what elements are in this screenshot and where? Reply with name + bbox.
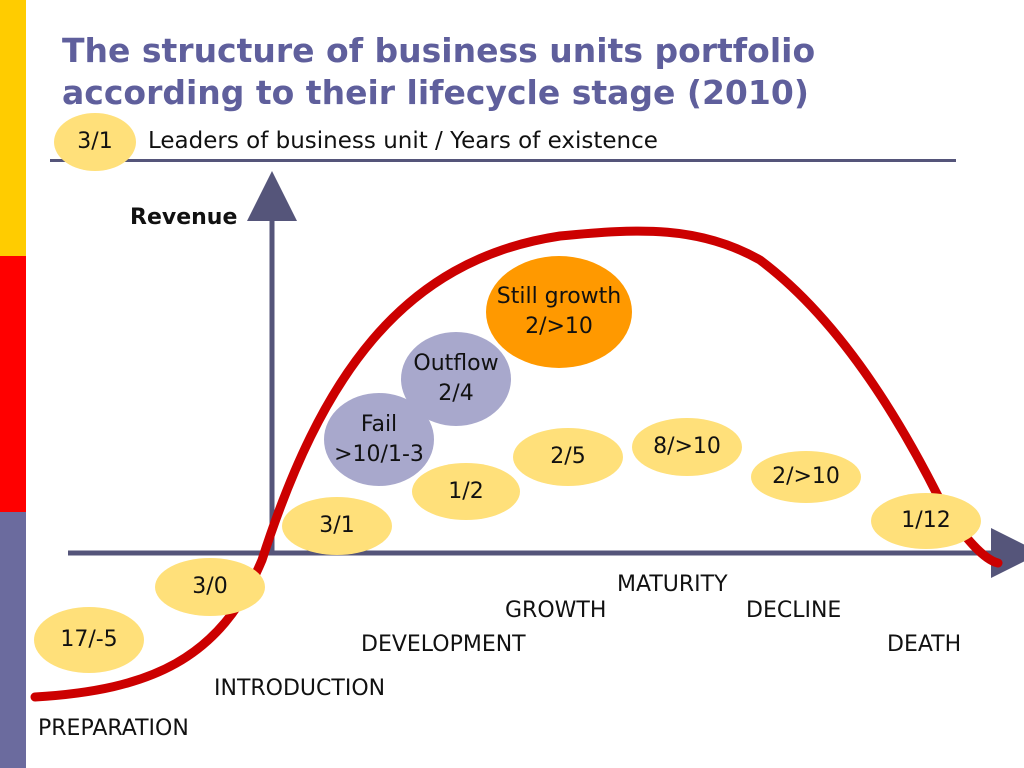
bubble-preparation: 17/-5	[34, 607, 144, 673]
slide-title: The structure of business units portfoli…	[62, 31, 816, 112]
legend-text: Leaders of business unit / Years of exis…	[148, 128, 658, 154]
bubble-fail: Fail >10/1-3	[324, 393, 434, 486]
still-growth-label: Still growth	[496, 284, 622, 309]
stage-maturity: MATURITY	[617, 572, 728, 597]
bubble-still-growth: Still growth 2/>10	[486, 256, 632, 368]
legend-sample-bubble: 3/1	[54, 113, 136, 171]
decor-stripe-purple	[0, 512, 26, 768]
bubble-death: 1/12	[871, 493, 981, 549]
outflow-label: Outflow	[413, 351, 499, 376]
bubble-development: 1/2	[412, 463, 520, 520]
fail-label: Fail	[360, 411, 398, 437]
decor-stripe-red	[0, 256, 26, 512]
y-axis-label: Revenue	[130, 205, 238, 230]
outflow-value: 2/4	[438, 381, 474, 406]
still-growth-value: 2/>10	[525, 314, 593, 339]
stage-development: DEVELOPMENT	[361, 632, 526, 657]
bubble-introduction: 3/0	[155, 558, 265, 616]
decor-stripe-yellow	[0, 0, 26, 256]
stage-preparation: PREPARATION	[38, 716, 189, 741]
bubble-development-start: 3/1	[282, 497, 392, 555]
stage-death: DEATH	[887, 632, 962, 657]
legend-divider	[50, 159, 956, 162]
bubble-maturity: 8/>10	[632, 418, 742, 476]
bubble-decline: 2/>10	[751, 451, 861, 503]
stage-introduction: INTRODUCTION	[214, 676, 386, 701]
bubble-outflow: Outflow 2/4	[401, 332, 511, 426]
stage-growth: GROWTH	[505, 598, 607, 623]
fail-value: >10/1-3	[334, 441, 424, 467]
stage-decline: DECLINE	[746, 598, 842, 623]
bubble-growth: 2/5	[513, 428, 623, 486]
